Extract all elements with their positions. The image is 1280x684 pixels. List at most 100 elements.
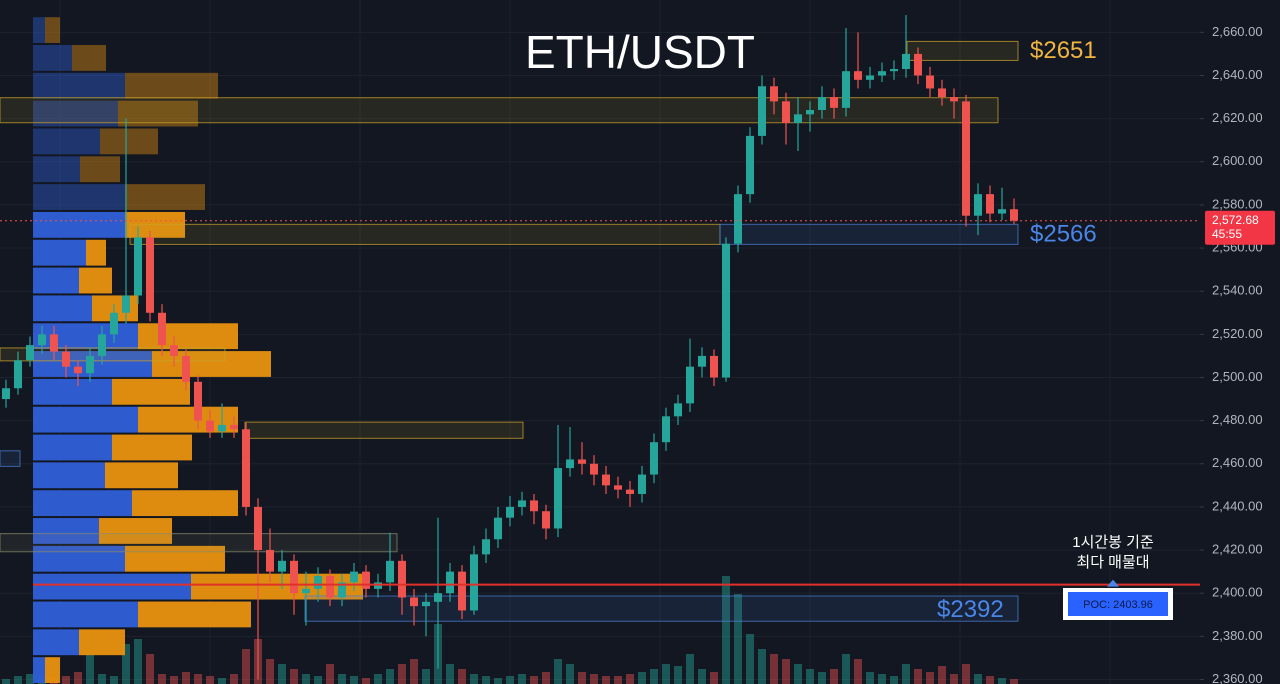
profile-buy-bar [33,629,79,656]
y-tick-label: 2,640.00 [1212,67,1263,82]
volume-bar [890,676,898,684]
volume-bar [878,674,886,684]
volume-bar [818,672,826,684]
profile-sell-bar [125,184,205,210]
profile-sell-bar [100,128,158,155]
profile-buy-bar [33,72,125,99]
volume-bar [686,654,694,684]
y-tick-label: 2,360.00 [1212,671,1263,684]
profile-sell-bar [138,601,251,628]
candle-body [1010,209,1018,221]
volume-bar [614,676,622,684]
candle-body [2,388,10,400]
grid [0,0,1204,684]
candle-body [386,560,394,583]
volume-bar [110,676,118,684]
volume-bar [362,678,370,684]
poc-label: POC: 2403.96 [1083,599,1153,611]
candle-body [650,442,658,475]
volume-bar [926,672,934,684]
candle-body [602,474,610,486]
candle-body [782,101,790,123]
candle-body [962,101,970,216]
profile-buy-bar [33,406,138,433]
volume-bar [230,674,238,684]
profile-sell-bar [138,323,238,350]
volume-bar [566,664,574,684]
candle-body [290,560,298,594]
candles [2,15,1018,680]
volume-bar [122,644,130,684]
volume-bar [470,674,478,684]
y-tick-label: 2,580.00 [1212,196,1263,211]
candle-body [266,550,274,572]
candle-body [566,459,574,469]
volume-bar [98,674,106,684]
chart-title: ETH/USDT [525,26,755,78]
overlay: 2,660.00 2,640.00 2,620.00 2,600.00 2,580.00… [0,24,1275,684]
profile-sell-bar [118,100,198,127]
profile-buy-bar [33,434,112,461]
poc-box-inner [1068,592,1168,616]
profile-buy-bar [33,128,100,155]
volume-bar [242,649,250,684]
candle-body [674,403,682,417]
volume-bar [338,674,346,684]
candle-body [842,71,850,108]
volume-bar [314,676,322,684]
volume-bar [758,649,766,684]
volume-bar [986,676,994,684]
candle-body [470,554,478,611]
profile-buy-bar [33,295,92,322]
volume-bar [734,594,742,684]
candle-body [638,474,646,494]
profile-buy-bar [33,239,86,266]
candle-body [554,468,562,529]
volume-bar [938,666,946,684]
volume-bar [206,676,214,684]
candle-body [206,420,214,432]
volume-bar [2,679,10,684]
candle-body [818,97,826,111]
candle-body [806,110,814,115]
candle-body [578,459,586,464]
candle-body [974,194,982,216]
candle-body [662,416,670,443]
y-tick-label: 2,500.00 [1212,369,1263,384]
candle-body [530,500,538,512]
zone [244,421,524,439]
profile-sell-bar [45,657,60,683]
y-tick-label: 2,660.00 [1212,24,1263,39]
candle-body [734,194,742,244]
volume-layer [2,576,1018,684]
zone [719,223,1019,245]
profile-buy-bar [33,17,45,44]
candle-body [362,571,370,589]
candle-body [914,53,922,76]
volume-bar [578,672,586,684]
volume-bar [26,674,34,684]
candle-body [986,194,994,214]
profile-sell-bar [112,378,190,405]
profile-buy-bar [33,490,132,517]
y-tick-label: 2,520.00 [1212,326,1263,341]
profile-sell-bar [132,490,238,517]
candle-body [398,560,406,598]
volume-bar [554,659,562,684]
candle-body [710,355,718,378]
candle-body [890,69,898,72]
profile-sell-bar [112,434,192,461]
profile-buy-bar [33,545,125,572]
candle-body [950,97,958,102]
volume-bar [494,678,502,684]
candle-body [626,489,634,494]
volume-bar [974,674,982,684]
candle-body [314,575,322,589]
last-price-label: 2,572.68 [1212,213,1259,227]
volume-bar [86,654,94,684]
volume-bar [794,664,802,684]
candle-body [26,345,34,361]
note-text: 최다 매물대 [1076,554,1149,571]
volume-bar [710,672,718,684]
